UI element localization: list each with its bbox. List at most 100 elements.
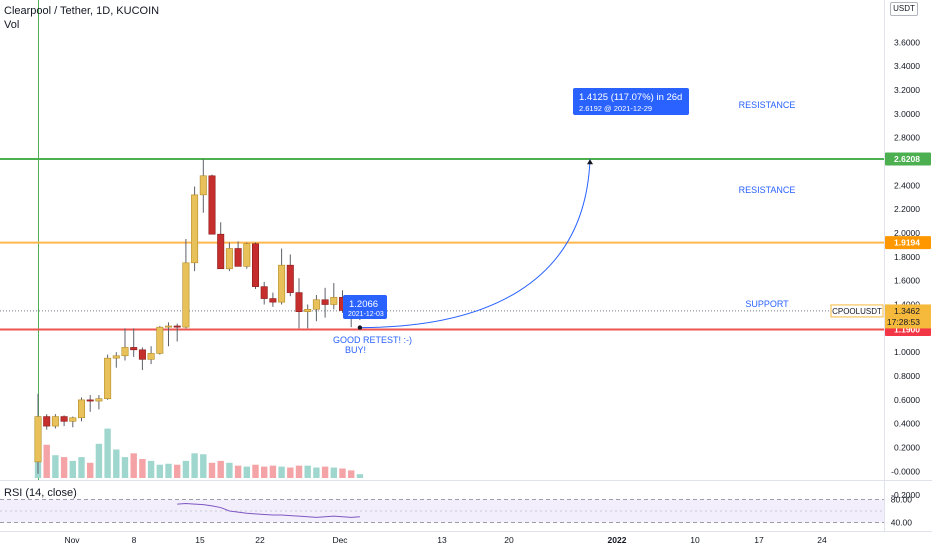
candle-body bbox=[69, 417, 77, 422]
price-tick-label: 3.6000 bbox=[894, 37, 920, 47]
candle-body bbox=[208, 175, 216, 235]
volume-bar bbox=[295, 465, 303, 478]
time-tick-label: 24 bbox=[817, 535, 827, 545]
level-note: SUPPORT bbox=[745, 299, 789, 309]
volume-bar bbox=[182, 460, 190, 478]
volume-bar bbox=[139, 459, 146, 478]
volume-bar bbox=[69, 460, 76, 478]
time-tick-label: 20 bbox=[504, 535, 514, 545]
time-tick-label: 2022 bbox=[608, 535, 627, 545]
price-tick-label: 2.0000 bbox=[894, 228, 920, 238]
candle-body bbox=[156, 326, 164, 354]
candle-body bbox=[95, 398, 103, 402]
candle-body bbox=[225, 248, 233, 270]
volume-bar bbox=[78, 457, 85, 478]
candle-body bbox=[295, 292, 303, 312]
price-tick-label: 2.4000 bbox=[894, 180, 920, 190]
time-tick-label: 10 bbox=[690, 535, 700, 545]
price-tick-label: 1.8000 bbox=[894, 252, 920, 262]
candle-body bbox=[78, 399, 86, 419]
candle-body bbox=[260, 286, 268, 299]
volume-bar bbox=[226, 462, 233, 478]
candle-body bbox=[104, 357, 112, 399]
volume-bar bbox=[234, 465, 242, 478]
low-callout-date: 2021-12-03 bbox=[348, 311, 384, 318]
volume-bar bbox=[104, 428, 111, 478]
volume-bar bbox=[87, 462, 94, 478]
level-price-badge bbox=[885, 236, 931, 250]
projection-callout bbox=[573, 88, 689, 115]
candle-body bbox=[43, 416, 51, 427]
candle-body bbox=[199, 175, 207, 196]
candle-body bbox=[112, 355, 120, 359]
price-tick-label: 2.8000 bbox=[894, 133, 920, 143]
candle-body bbox=[269, 298, 277, 303]
low-callout-value: 1.2066 bbox=[349, 299, 378, 310]
rsi-label[interactable]: RSI (14, close) bbox=[4, 487, 77, 499]
price-tick-label: 0.2000 bbox=[894, 443, 920, 453]
volume-bar bbox=[208, 462, 216, 478]
volume-bar bbox=[330, 467, 337, 478]
candle-body bbox=[304, 308, 312, 312]
volume-bar bbox=[321, 466, 329, 478]
candle-body bbox=[138, 349, 146, 360]
candle-body bbox=[147, 353, 155, 360]
volume-bar bbox=[261, 466, 268, 478]
symbol-badge-label: CPOOLUSDT bbox=[832, 307, 882, 316]
currency-button[interactable]: USDT bbox=[890, 2, 918, 16]
chart-title[interactable]: Clearpool / Tether, 1D, KUCOIN bbox=[4, 5, 160, 17]
rsi-line bbox=[177, 503, 360, 518]
candle-body bbox=[252, 243, 260, 287]
time-tick-label: 22 bbox=[255, 535, 265, 545]
volume-bar bbox=[52, 455, 59, 478]
candle-body bbox=[330, 297, 338, 305]
low-point-marker bbox=[357, 325, 363, 330]
candle-body bbox=[51, 416, 59, 427]
volume-bar bbox=[339, 468, 346, 478]
time-tick-label: 8 bbox=[132, 535, 137, 545]
time-tick-label: 17 bbox=[754, 535, 764, 545]
volume-bar bbox=[165, 463, 172, 478]
price-tick-label: -0.2000 bbox=[891, 490, 920, 500]
candle-body bbox=[182, 262, 190, 328]
candle-body bbox=[34, 416, 42, 463]
low-callout bbox=[343, 295, 387, 319]
candle-body bbox=[321, 299, 329, 305]
time-tick-label: Nov bbox=[64, 535, 80, 545]
current-price-badge bbox=[885, 304, 931, 329]
volume-label: Vol bbox=[4, 19, 20, 31]
symbol-badge bbox=[830, 304, 884, 318]
price-tick-label: 0.8000 bbox=[894, 371, 920, 381]
volume-bar bbox=[269, 465, 277, 478]
candle-body bbox=[234, 248, 242, 267]
price-tick-label: 2.2000 bbox=[894, 204, 920, 214]
level-price-label: 1.1900 bbox=[894, 325, 920, 335]
time-tick-label: Dec bbox=[332, 535, 348, 545]
volume-bar bbox=[130, 453, 137, 478]
volume-bar bbox=[60, 457, 68, 478]
candle-body bbox=[60, 416, 68, 422]
volume-bar bbox=[313, 467, 320, 478]
volume-bar bbox=[348, 470, 355, 478]
note-line-2: BUY! bbox=[345, 345, 366, 355]
candle-body bbox=[312, 299, 320, 310]
volume-bar bbox=[147, 460, 155, 478]
price-tick-label: 0.4000 bbox=[894, 419, 920, 429]
volume-bar bbox=[200, 454, 207, 478]
projection-main-label: 1.4125 (117.07%) in 26d bbox=[579, 92, 682, 103]
level-note: RESISTANCE bbox=[739, 185, 796, 195]
volume-bar bbox=[356, 474, 364, 478]
price-tick-label: 1.6000 bbox=[894, 276, 920, 286]
price-tick-label: 3.2000 bbox=[894, 85, 920, 95]
volume-bar bbox=[121, 457, 129, 478]
projection-curve bbox=[359, 159, 591, 329]
price-tick-label: 0.6000 bbox=[894, 395, 920, 405]
price-tick-label: 3.0000 bbox=[894, 109, 920, 119]
level-price-badge bbox=[885, 152, 931, 166]
volume-bar bbox=[174, 464, 181, 478]
price-tick-label: 3.4000 bbox=[894, 61, 920, 71]
candle-body bbox=[130, 347, 138, 351]
volume-bar bbox=[287, 467, 294, 478]
